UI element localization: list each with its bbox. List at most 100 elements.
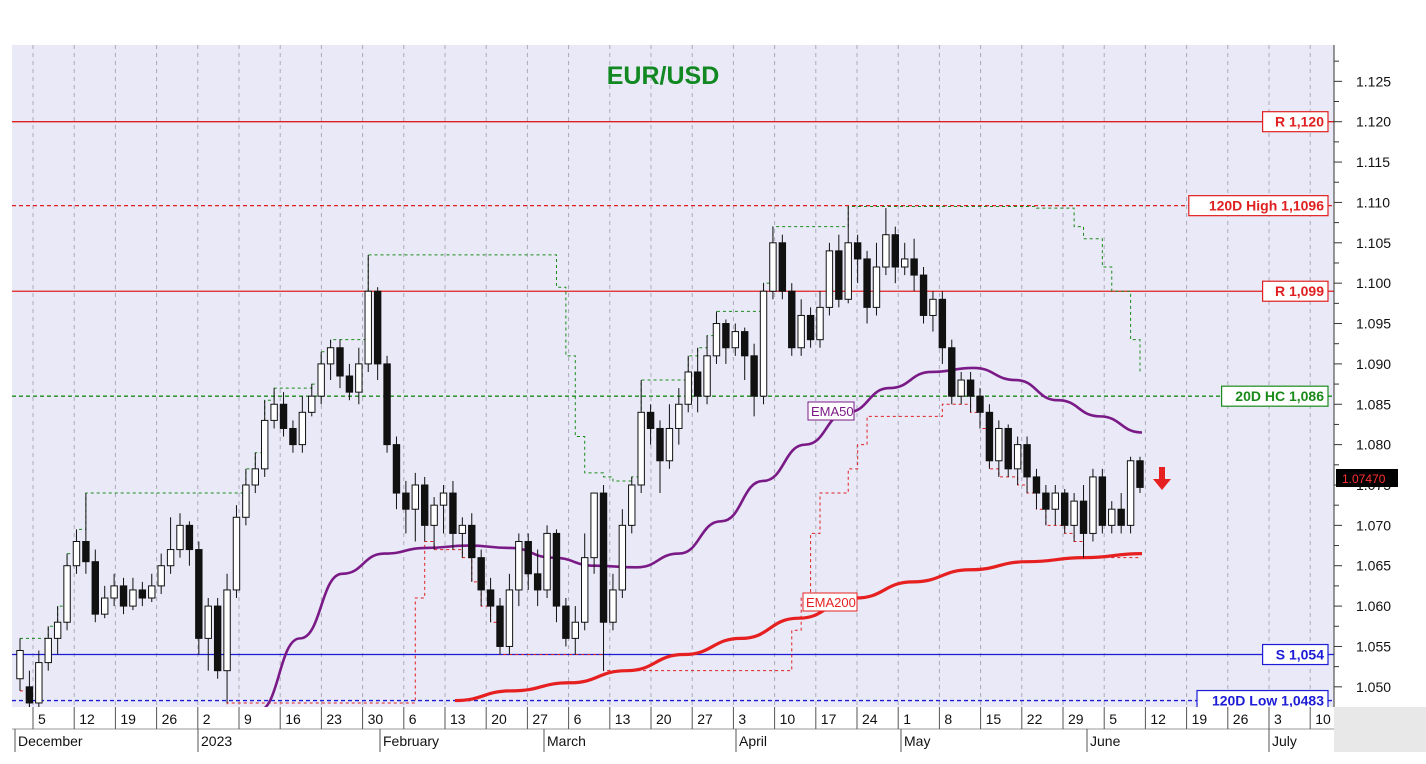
y-tick-label: 1.110 bbox=[1356, 194, 1390, 210]
x-tick-label: 24 bbox=[862, 711, 878, 727]
candle-up bbox=[63, 565, 71, 623]
candle-down bbox=[138, 589, 147, 599]
x-axis: 5 12 19 26 2 9 16 23 30 6 13 20 27 6 13 20 27 3 10 17 24 1 8 15… bbox=[14, 707, 1331, 752]
y-tick-label: 1.115 bbox=[1356, 154, 1390, 170]
x-tick-label: 20 bbox=[491, 711, 507, 727]
candle-down bbox=[693, 371, 702, 397]
candle-up bbox=[308, 395, 316, 413]
x-tick-label: 19 bbox=[1192, 711, 1208, 727]
candle-down bbox=[496, 605, 504, 647]
candle-up bbox=[731, 331, 739, 349]
x-tick-label: 3 bbox=[738, 711, 746, 727]
candle-down bbox=[741, 331, 749, 357]
level-lines: R 1,120 120D High 1,1096 R 1,099 20D HC 1,0… bbox=[12, 111, 1334, 712]
candle-up bbox=[609, 589, 617, 623]
x-tick-label: 6 bbox=[574, 711, 582, 727]
level-tag-box bbox=[1220, 385, 1329, 407]
x-tick-label: 19 bbox=[120, 711, 136, 727]
candle-up bbox=[223, 589, 231, 672]
candle-up bbox=[957, 379, 965, 397]
candle-down bbox=[345, 375, 354, 393]
candle-up bbox=[759, 290, 768, 397]
ema-lines: EMA50 EMA200 bbox=[257, 366, 1143, 713]
candle-down bbox=[778, 242, 787, 292]
candle-up bbox=[1126, 460, 1135, 526]
x-tick-label: 6 bbox=[409, 711, 417, 727]
candle-down bbox=[449, 492, 457, 534]
candle-down bbox=[1098, 476, 1107, 526]
candle-up bbox=[1108, 508, 1116, 526]
x-tick-label: 29 bbox=[1068, 711, 1084, 727]
month-label: July bbox=[1272, 733, 1297, 749]
candle-up bbox=[571, 621, 579, 639]
y-tick-label: 1.065 bbox=[1356, 558, 1391, 574]
candle-down bbox=[524, 541, 532, 575]
candle-up bbox=[665, 427, 674, 462]
x-tick-label: 15 bbox=[986, 711, 1002, 727]
candle-up bbox=[129, 589, 137, 607]
ema-label-box bbox=[807, 401, 855, 421]
month-label: June bbox=[1090, 733, 1121, 749]
candle-down bbox=[486, 589, 495, 607]
candle-down bbox=[562, 605, 570, 639]
candle-up bbox=[261, 419, 269, 470]
x-tick-label: 5 bbox=[1109, 711, 1117, 727]
x-tick-label: 27 bbox=[697, 711, 713, 727]
x-tick-label: 17 bbox=[821, 711, 837, 727]
candle-down bbox=[722, 323, 730, 349]
candle-up bbox=[101, 597, 109, 615]
x-tick-label: 13 bbox=[615, 711, 631, 727]
x-tick-label: 16 bbox=[285, 711, 301, 727]
last-price-label: 1.07470 bbox=[1342, 472, 1386, 486]
candle-up bbox=[515, 541, 523, 591]
candle-down bbox=[1042, 492, 1050, 510]
candle-up bbox=[72, 541, 81, 567]
candle-up bbox=[628, 484, 636, 526]
y-tick-label: 1.100 bbox=[1356, 275, 1391, 291]
candle-up bbox=[901, 258, 909, 268]
candle-down bbox=[919, 274, 928, 316]
candle-up bbox=[844, 242, 852, 300]
candle-up bbox=[166, 549, 175, 567]
ema-line-ema50 bbox=[257, 366, 1143, 713]
candle-up bbox=[270, 403, 278, 421]
candle-down bbox=[863, 258, 871, 308]
candle-up bbox=[703, 355, 711, 397]
candle-up bbox=[157, 565, 165, 587]
ema-label: EMA200 bbox=[806, 595, 856, 610]
x-tick-label: 13 bbox=[450, 711, 466, 727]
candle-down bbox=[119, 585, 128, 607]
candle-up bbox=[458, 524, 467, 534]
candle-down bbox=[910, 258, 918, 276]
y-tick-label: 1.085 bbox=[1356, 396, 1391, 412]
candle-up bbox=[590, 492, 598, 559]
candle-down bbox=[938, 298, 947, 349]
month-label: March bbox=[547, 733, 586, 749]
y-tick-label: 1.080 bbox=[1356, 437, 1391, 453]
candle-down bbox=[985, 411, 994, 462]
candle-down bbox=[336, 347, 344, 377]
x-tick-label: 20 bbox=[656, 711, 672, 727]
month-label: February bbox=[383, 733, 439, 749]
x-tick-label: 9 bbox=[244, 711, 252, 727]
level-tag-label: R 1,120 bbox=[1275, 114, 1324, 130]
candle-down bbox=[477, 557, 485, 591]
y-axis-panel bbox=[1334, 45, 1426, 752]
ema-label: EMA50 bbox=[811, 404, 854, 419]
candle-down bbox=[1004, 427, 1012, 470]
y-tick-label: 1.050 bbox=[1356, 679, 1391, 695]
x-tick-label: 22 bbox=[1027, 711, 1043, 727]
candle-down bbox=[599, 492, 608, 623]
month-label: December bbox=[18, 733, 83, 749]
candle-up bbox=[618, 524, 627, 591]
x-tick-label: 12 bbox=[1150, 711, 1166, 727]
x-tick-label: 26 bbox=[162, 711, 178, 727]
y-tick-label: 1.095 bbox=[1356, 316, 1391, 332]
candle-up bbox=[232, 516, 241, 591]
candle-up bbox=[439, 492, 448, 506]
candle-down bbox=[1023, 444, 1031, 478]
candle-up bbox=[505, 589, 514, 647]
candle-up bbox=[712, 323, 721, 357]
x-tick-label: 27 bbox=[532, 711, 548, 727]
